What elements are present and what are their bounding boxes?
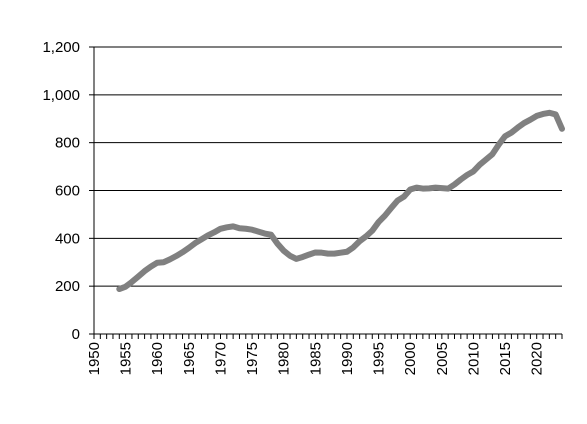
x-tick-label: 1965: [181, 342, 198, 375]
gridlines: [94, 46, 562, 287]
x-tick-label: 1975: [244, 342, 261, 375]
x-tick-label: 2005: [434, 342, 451, 375]
x-tick-label: 1955: [118, 342, 135, 375]
series-layer: [116, 109, 565, 293]
tick-labels: 0 200 400 600 800 1,000 1,200 1950 1955 1960 1965 1…: [42, 39, 545, 375]
x-tick-label: 1960: [149, 342, 166, 375]
y-tick-label: 600: [55, 183, 80, 200]
x-tick-label: 2020: [529, 342, 546, 375]
x-tick-label: 1980: [276, 342, 293, 375]
x-tick-label: 2000: [402, 342, 419, 375]
x-tick-label: 2015: [497, 342, 514, 375]
series-line-0: [116, 109, 565, 293]
y-tick-label: 1,000: [42, 87, 80, 104]
y-tick-label: 400: [55, 230, 80, 247]
x-tick-label: 2010: [465, 342, 482, 375]
x-tick-label: 1950: [86, 342, 103, 375]
y-tick-label: 200: [55, 278, 80, 295]
y-tick-label: 0: [72, 326, 80, 343]
x-tick-label: 1995: [371, 342, 388, 375]
axes: [89, 46, 563, 339]
y-tick-label: 800: [55, 135, 80, 152]
x-tick-label: 1970: [212, 342, 229, 375]
y-tick-label: 1,200: [42, 39, 80, 56]
x-tick-label: 1985: [307, 342, 324, 375]
x-tick-label: 1990: [339, 342, 356, 375]
